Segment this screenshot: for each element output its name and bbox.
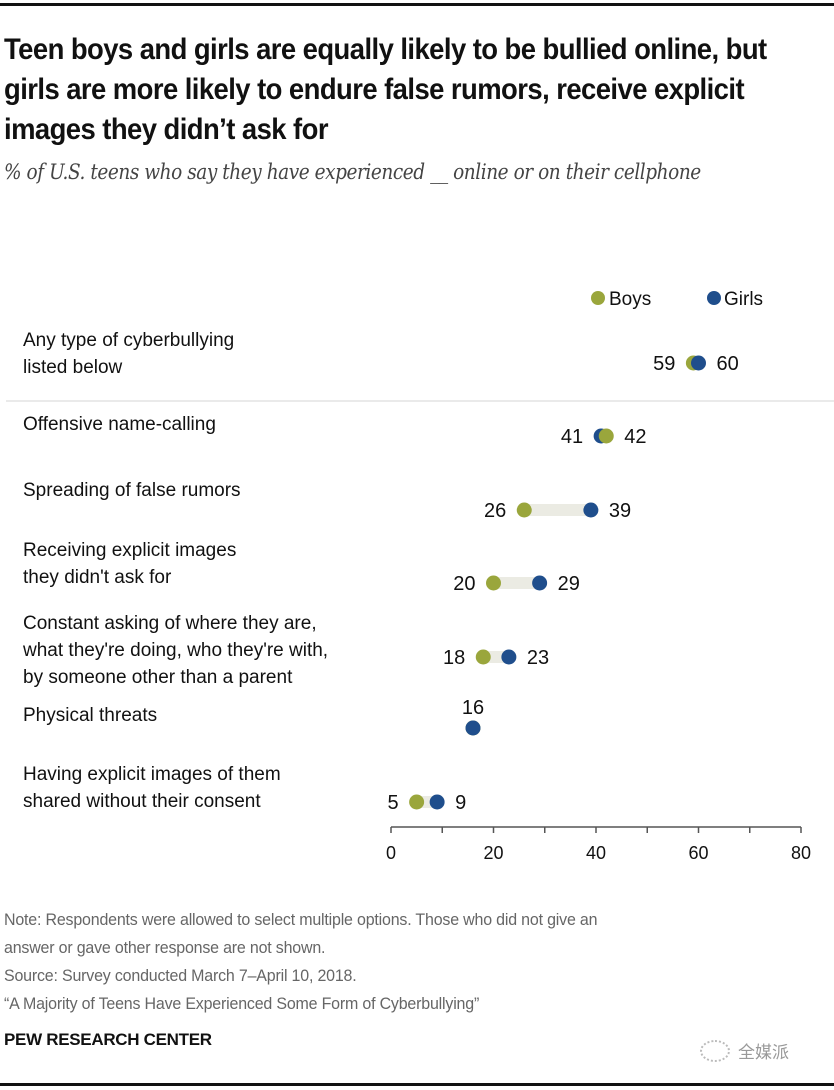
x-tick-label: 60: [688, 843, 708, 863]
dot-boys: [516, 502, 532, 518]
dot-girls: [583, 502, 599, 518]
row-label: Any type of cyberbullying: [23, 330, 234, 351]
x-tick-label: 20: [483, 843, 503, 863]
value-label-boys: 26: [484, 500, 506, 522]
row-label: Receiving explicit images: [23, 540, 236, 561]
value-label-girls: 39: [609, 500, 631, 522]
value-label-boys: 59: [653, 353, 675, 375]
chart-subtitle: % of U.S. teens who say they have experi…: [4, 160, 701, 184]
x-tick-label: 0: [386, 843, 396, 863]
dot-girls: [691, 355, 706, 371]
chart-title: Teen boys and girls are equally likely t…: [4, 33, 767, 146]
row-label: what they're doing, who they're with,: [22, 640, 328, 661]
row-label: Physical threats: [23, 705, 157, 726]
note-line-1: Note: Respondents were allowed to select…: [4, 910, 598, 929]
value-label-boys: 5: [388, 792, 399, 814]
value-label-girls: 60: [717, 353, 739, 375]
dot-boys: [409, 794, 425, 810]
value-label-girls: 41: [561, 426, 583, 448]
watermark-logo-icon: [700, 1039, 730, 1062]
connector-bar: [524, 504, 591, 516]
legend-label-boys: Boys: [609, 289, 651, 310]
row-label: Offensive name-calling: [23, 414, 216, 435]
dot-girls: [429, 794, 445, 810]
dot-boys: [475, 649, 491, 665]
dot-girls: [465, 720, 481, 736]
value-label-girls: 29: [558, 573, 580, 595]
connector-bar: [493, 577, 540, 589]
row-label: Constant asking of where they are,: [23, 613, 317, 634]
watermark-text: 全媒派: [738, 1043, 789, 1062]
top-rule: [0, 3, 834, 6]
value-label-girls: 9: [455, 792, 466, 814]
pew-logo-text: PEW RESEARCH CENTER: [4, 1030, 212, 1049]
value-label-both: 16: [462, 697, 484, 719]
watermark: 全媒派: [700, 1038, 789, 1063]
value-label-boys: 18: [443, 647, 465, 669]
legend-label-girls: Girls: [724, 289, 763, 310]
value-label-girls: 23: [527, 647, 549, 669]
row-label: Having explicit images of them: [23, 764, 281, 785]
dot-girls: [501, 649, 517, 665]
legend-marker-girls: [707, 291, 721, 305]
legend-marker-boys: [591, 291, 605, 305]
row-label: they didn't ask for: [23, 567, 172, 588]
dot-girls: [532, 575, 548, 591]
row-label: listed below: [23, 357, 123, 378]
row-label: shared without their consent: [23, 791, 261, 812]
value-label-boys: 20: [453, 573, 475, 595]
row-label: Spreading of false rumors: [23, 480, 241, 501]
dot-boys: [598, 428, 614, 444]
dot-plot-chart: Boys Girls Any type of cyberbullying listed…: [6, 289, 834, 863]
x-tick-label: 80: [791, 843, 811, 863]
source-line: Source: Survey conducted March 7–April 1…: [4, 966, 357, 985]
x-tick-label: 40: [586, 843, 606, 863]
dot-boys: [486, 575, 501, 591]
note-line-2: answer or gave other response are not sh…: [4, 938, 326, 957]
bottom-rule: [0, 1083, 834, 1086]
value-label-boys: 42: [624, 426, 646, 448]
row-label: by someone other than a parent: [23, 667, 293, 688]
footnotes: Note: Respondents were allowed to select…: [4, 906, 775, 1018]
report-title-line: “A Majority of Teens Have Experienced So…: [4, 994, 480, 1013]
